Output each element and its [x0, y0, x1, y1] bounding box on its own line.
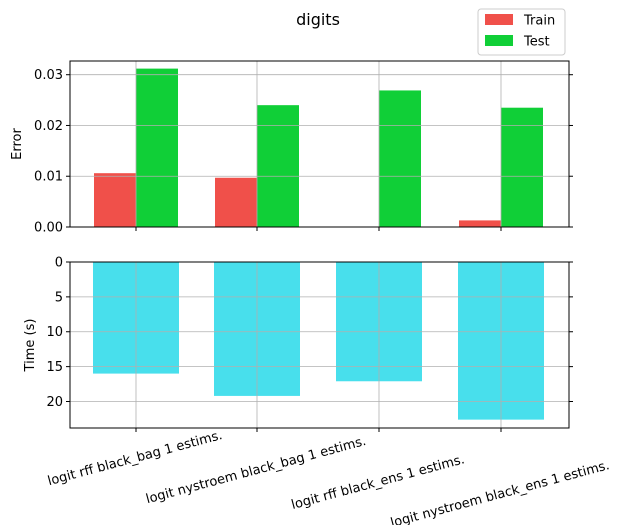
time-ytick-label: 20: [46, 395, 63, 410]
chart-title: digits: [296, 10, 340, 29]
time-ytick-label: 10: [46, 325, 63, 340]
time-ytick-label: 15: [46, 360, 63, 375]
bar-train-0: [94, 173, 136, 227]
time-ytick-label: 5: [55, 290, 63, 305]
bar-test-3: [501, 107, 543, 227]
legend-swatch-train: [485, 14, 513, 25]
bar-test-0: [136, 68, 178, 227]
time-ytick-label: 0: [55, 256, 63, 271]
error-axes-frame: [69, 60, 570, 228]
legend: Train Test: [477, 8, 566, 56]
bar-train-1: [215, 177, 257, 227]
time-panel: 0 5 10 15 20 Time (s): [23, 256, 573, 432]
error-panel: 0.00 0.01 0.02 0.03 Error: [10, 60, 573, 236]
legend-label-train: Train: [523, 14, 555, 29]
bar-test-1: [257, 105, 299, 227]
time-ylabel: Time (s): [23, 319, 38, 373]
bar-test-2: [379, 90, 421, 228]
error-ytick-label: 0.03: [34, 68, 63, 83]
error-ylabel: Error: [10, 128, 25, 160]
legend-label-test: Test: [523, 35, 550, 50]
error-ytick-label: 0.02: [34, 119, 63, 134]
time-axes-frame: [69, 261, 570, 429]
legend-swatch-test: [485, 35, 513, 46]
bar-train-3: [459, 220, 501, 227]
error-ytick-label: 0.00: [34, 221, 63, 236]
error-ytick-label: 0.01: [34, 170, 63, 185]
